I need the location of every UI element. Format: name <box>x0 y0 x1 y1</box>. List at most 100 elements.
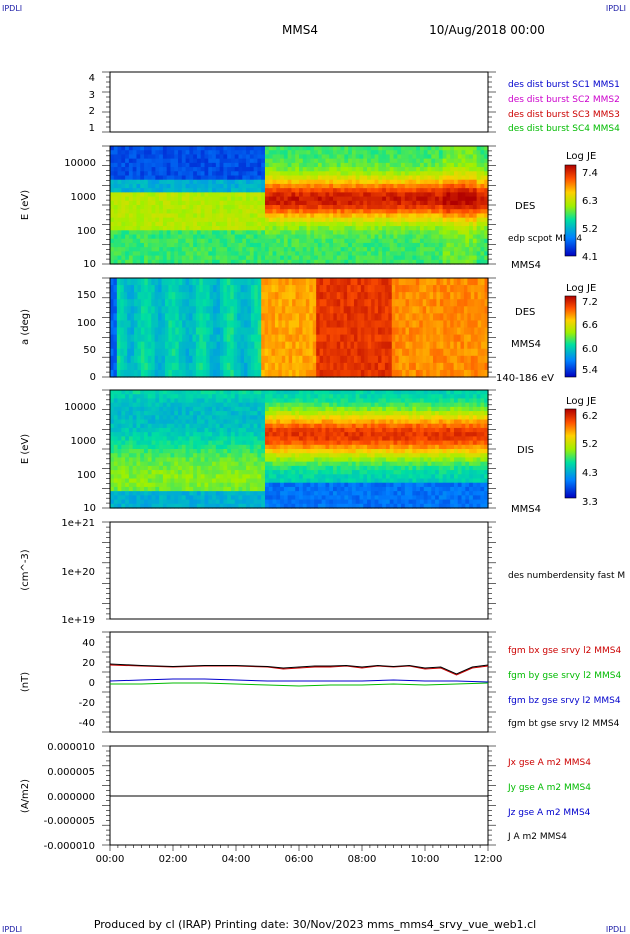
heatmap-cell <box>215 158 221 164</box>
heatmap-cell <box>371 278 376 286</box>
heatmap-cell <box>117 415 122 421</box>
heatmap-cell <box>200 213 206 219</box>
heatmap-cell <box>381 299 386 307</box>
heatmap-cell <box>147 179 153 185</box>
heatmap-cell <box>325 188 330 193</box>
heatmap-cell <box>382 154 387 160</box>
heatmap-cell <box>453 167 459 172</box>
heatmap-cell <box>484 192 489 198</box>
heatmap-cell <box>159 390 164 395</box>
heatmap-cell <box>242 259 247 265</box>
heatmap-cell <box>257 292 262 300</box>
heatmap-cell <box>117 200 122 206</box>
heatmap-cell <box>144 154 149 160</box>
heatmap-cell <box>363 209 368 215</box>
heatmap-cell <box>472 209 478 215</box>
heatmap-cell <box>171 334 176 343</box>
heatmap-cell <box>469 226 474 231</box>
heatmap-cell <box>438 226 444 231</box>
heatmap-cell <box>431 213 436 219</box>
heatmap-cell <box>212 196 217 202</box>
heatmap-cell <box>280 205 285 210</box>
heatmap-cell <box>312 369 317 378</box>
heatmap-cell <box>283 150 289 156</box>
heatmap-cell <box>240 285 245 293</box>
heatmap-cell <box>442 247 448 252</box>
heatmap-cell <box>291 146 296 151</box>
heatmap-cell <box>132 432 138 437</box>
heatmap-cell <box>189 470 194 475</box>
heatmap-cell <box>453 278 458 286</box>
heatmap-cell <box>446 150 451 156</box>
heatmap-cell <box>398 341 403 350</box>
heatmap-cell <box>397 192 402 198</box>
heatmap-cell <box>199 355 204 364</box>
heatmap-cell <box>276 213 281 219</box>
heatmap-cell <box>450 183 455 189</box>
heatmap-cell <box>113 419 119 425</box>
heatmap-cell <box>401 158 406 164</box>
heatmap-cell <box>196 158 202 164</box>
heatmap-cell <box>480 175 485 181</box>
heatmap-cell <box>200 175 206 181</box>
heatmap-cell <box>185 175 190 181</box>
heatmap-cell <box>147 175 153 181</box>
heatmap-cell <box>374 162 379 168</box>
heatmap-cell <box>353 285 359 293</box>
heatmap-cell <box>147 320 152 329</box>
heatmap-cell <box>128 158 134 164</box>
heatmap-cell <box>254 278 259 286</box>
heatmap-cell <box>206 334 211 343</box>
heatmap-cell <box>268 154 274 160</box>
heatmap-cell <box>364 334 369 343</box>
heatmap-cell <box>170 238 175 244</box>
heatmap-cell <box>336 299 341 307</box>
heatmap-cell <box>244 362 249 371</box>
heatmap-cell <box>166 217 172 223</box>
heatmap-cell <box>416 242 421 248</box>
heatmap-cell <box>344 192 349 198</box>
heatmap-cell <box>299 355 304 364</box>
heatmap-cell <box>117 461 122 467</box>
heatmap-cell <box>113 394 119 400</box>
heatmap-cell <box>321 192 327 198</box>
heatmap-cell <box>319 313 324 322</box>
heatmap-cell <box>185 251 190 257</box>
heatmap-cell <box>134 341 139 350</box>
heatmap-cell <box>216 278 221 286</box>
heatmap-cell <box>140 221 145 227</box>
heatmap-cell <box>132 478 138 484</box>
heatmap-cell <box>125 213 130 219</box>
heatmap-cell <box>223 255 228 261</box>
heatmap-cell <box>189 465 194 471</box>
heatmap-cell <box>401 175 406 181</box>
heatmap-cell <box>389 221 395 227</box>
heatmap-cell <box>295 217 300 223</box>
heatmap-cell <box>477 334 482 343</box>
heatmap-cell <box>200 205 206 210</box>
heatmap-cell <box>144 183 149 189</box>
heatmap-cell <box>242 255 247 261</box>
heatmap-cell <box>306 158 311 164</box>
heatmap-cell <box>427 242 432 248</box>
heatmap-cell <box>117 183 122 189</box>
heatmap-cell <box>181 259 187 265</box>
heatmap-cell <box>344 162 349 168</box>
heatmap-cell <box>185 285 190 293</box>
heatmap-cell <box>321 226 327 231</box>
heatmap-cell <box>398 320 403 329</box>
heatmap-cell <box>113 362 118 371</box>
heatmap-cell <box>378 313 383 322</box>
heatmap-cell <box>162 432 168 437</box>
heatmap-cell <box>321 221 327 227</box>
heatmap-cell <box>295 226 300 231</box>
heatmap-cell <box>415 285 420 293</box>
heatmap-cell <box>272 154 277 160</box>
heatmap-cell <box>144 213 149 219</box>
heatmap-cell <box>123 313 128 322</box>
heatmap-cell <box>439 355 444 364</box>
heatmap-cell <box>226 327 231 336</box>
heatmap-cell <box>162 150 168 156</box>
heatmap-cell <box>336 154 342 160</box>
heatmap-cell <box>431 226 436 231</box>
